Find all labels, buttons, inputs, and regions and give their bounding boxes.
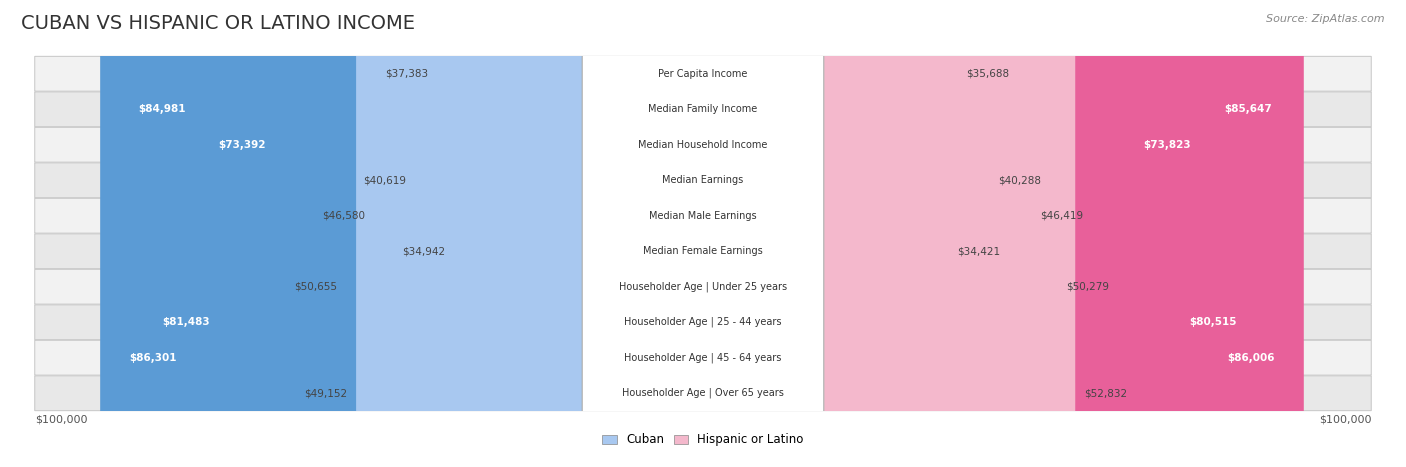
FancyBboxPatch shape xyxy=(582,0,824,467)
Text: $37,383: $37,383 xyxy=(385,69,429,79)
Text: $100,000: $100,000 xyxy=(1319,415,1371,425)
Text: $50,279: $50,279 xyxy=(1067,282,1109,292)
FancyBboxPatch shape xyxy=(582,0,824,467)
FancyBboxPatch shape xyxy=(582,0,824,467)
Text: $84,981: $84,981 xyxy=(138,104,186,114)
FancyBboxPatch shape xyxy=(188,0,711,467)
FancyBboxPatch shape xyxy=(695,0,1057,467)
Text: $73,823: $73,823 xyxy=(1143,140,1191,150)
FancyBboxPatch shape xyxy=(35,305,1371,340)
FancyBboxPatch shape xyxy=(695,0,1220,467)
Text: $81,483: $81,483 xyxy=(162,317,209,327)
FancyBboxPatch shape xyxy=(356,0,711,467)
FancyBboxPatch shape xyxy=(695,0,957,467)
FancyBboxPatch shape xyxy=(695,0,1076,467)
FancyBboxPatch shape xyxy=(346,0,711,467)
FancyBboxPatch shape xyxy=(415,0,711,467)
FancyBboxPatch shape xyxy=(582,0,824,467)
FancyBboxPatch shape xyxy=(582,0,824,467)
FancyBboxPatch shape xyxy=(35,340,1371,375)
Text: $50,655: $50,655 xyxy=(294,282,337,292)
Text: $86,006: $86,006 xyxy=(1227,353,1275,363)
FancyBboxPatch shape xyxy=(35,269,1371,304)
FancyBboxPatch shape xyxy=(35,163,1371,198)
FancyBboxPatch shape xyxy=(582,0,824,467)
FancyBboxPatch shape xyxy=(454,0,711,467)
FancyBboxPatch shape xyxy=(582,0,824,467)
Text: Householder Age | Over 65 years: Householder Age | Over 65 years xyxy=(621,388,785,398)
Text: $49,152: $49,152 xyxy=(304,388,347,398)
Text: $34,421: $34,421 xyxy=(957,246,1001,256)
FancyBboxPatch shape xyxy=(437,0,711,467)
FancyBboxPatch shape xyxy=(35,198,1371,233)
FancyBboxPatch shape xyxy=(374,0,711,467)
Text: $46,580: $46,580 xyxy=(322,211,366,221)
Text: $85,647: $85,647 xyxy=(1225,104,1272,114)
Text: Median Household Income: Median Household Income xyxy=(638,140,768,150)
Text: Source: ZipAtlas.com: Source: ZipAtlas.com xyxy=(1267,14,1385,24)
Text: Householder Age | Under 25 years: Householder Age | Under 25 years xyxy=(619,282,787,292)
FancyBboxPatch shape xyxy=(582,0,824,467)
Text: Householder Age | 45 - 64 years: Householder Age | 45 - 64 years xyxy=(624,353,782,363)
FancyBboxPatch shape xyxy=(110,0,711,467)
FancyBboxPatch shape xyxy=(35,127,1371,162)
Text: Householder Age | 25 - 44 years: Householder Age | 25 - 44 years xyxy=(624,317,782,327)
Text: $40,619: $40,619 xyxy=(363,175,406,185)
Text: $35,688: $35,688 xyxy=(966,69,1010,79)
FancyBboxPatch shape xyxy=(695,0,1031,467)
FancyBboxPatch shape xyxy=(582,0,824,467)
FancyBboxPatch shape xyxy=(695,0,1302,467)
Text: $80,515: $80,515 xyxy=(1189,317,1237,327)
FancyBboxPatch shape xyxy=(35,57,1371,91)
Text: $46,419: $46,419 xyxy=(1040,211,1083,221)
Text: Median Family Income: Median Family Income xyxy=(648,104,758,114)
Text: Median Female Earnings: Median Female Earnings xyxy=(643,246,763,256)
Legend: Cuban, Hispanic or Latino: Cuban, Hispanic or Latino xyxy=(598,429,808,451)
Text: CUBAN VS HISPANIC OR LATINO INCOME: CUBAN VS HISPANIC OR LATINO INCOME xyxy=(21,14,415,33)
Text: $52,832: $52,832 xyxy=(1084,388,1128,398)
FancyBboxPatch shape xyxy=(35,234,1371,269)
FancyBboxPatch shape xyxy=(35,92,1371,127)
Text: $86,301: $86,301 xyxy=(129,353,177,363)
FancyBboxPatch shape xyxy=(695,0,988,467)
Text: Per Capita Income: Per Capita Income xyxy=(658,69,748,79)
Text: $100,000: $100,000 xyxy=(35,415,87,425)
Text: $73,392: $73,392 xyxy=(218,140,266,150)
FancyBboxPatch shape xyxy=(35,376,1371,410)
Text: $34,942: $34,942 xyxy=(402,246,446,256)
Text: Median Earnings: Median Earnings xyxy=(662,175,744,185)
FancyBboxPatch shape xyxy=(100,0,711,467)
FancyBboxPatch shape xyxy=(582,0,824,467)
Text: $40,288: $40,288 xyxy=(998,175,1040,185)
FancyBboxPatch shape xyxy=(134,0,711,467)
Text: Median Male Earnings: Median Male Earnings xyxy=(650,211,756,221)
FancyBboxPatch shape xyxy=(695,0,1303,467)
FancyBboxPatch shape xyxy=(695,0,949,467)
FancyBboxPatch shape xyxy=(695,0,1265,467)
